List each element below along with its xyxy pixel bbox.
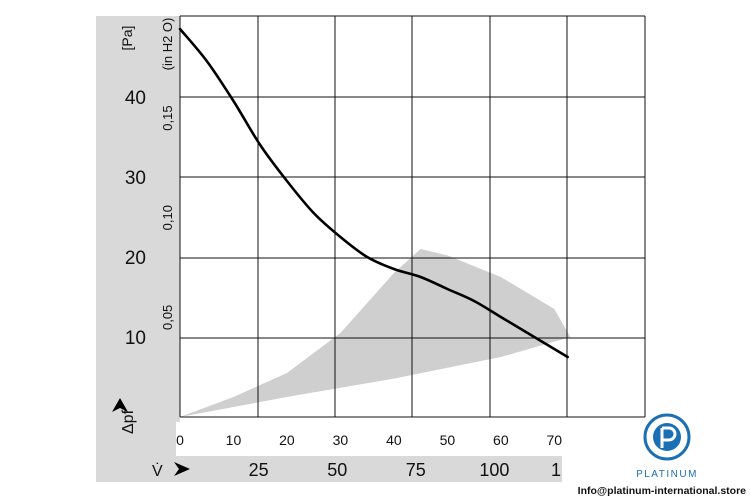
operating-range-region [180,249,571,417]
logo-text: PLATINUM [636,469,698,480]
inner-x-tick-label: 50 [440,432,456,448]
flow-arrow-icon [174,462,190,476]
left-axis-ticks: 10 20 30 40 [125,88,146,349]
platinum-logo [643,413,691,461]
outer-x-axis-ticks: 25 50 75 100 1 [249,460,561,480]
inner-x-tick-label: 70 [547,432,563,448]
left-tick-label: 10 [125,328,146,349]
left-tick-label: 40 [125,88,146,109]
pressure-arrow-icon [112,398,128,412]
left-axis-unit: [Pa] [119,26,135,51]
pressure-curve [178,27,569,359]
right-tick-label: 0,05 [160,305,175,330]
outer-x-tick-label: 75 [406,460,426,480]
outer-x-tick-label: 25 [249,460,269,480]
pressure-label: Δpf [120,409,137,434]
inner-x-axis-strip [176,422,562,456]
right-axis-ticks: 0,05 0,10 0,15 [160,105,175,330]
outer-x-tick-label: 1 [551,460,561,480]
contact-email: Info@platinum-international.store [578,485,746,497]
inner-x-tick-label: 20 [279,432,295,448]
left-tick-label: 20 [125,248,146,269]
flow-label: V̇ [152,462,163,480]
inner-x-tick-label: 30 [333,432,349,448]
inner-x-tick-label: 0 [176,432,184,448]
plot-area [178,15,646,418]
inner-x-tick-label: 40 [386,432,402,448]
inner-x-tick-label: 60 [493,432,509,448]
right-tick-label: 0,15 [160,105,175,130]
inner-x-tick-label: 10 [226,432,242,448]
right-tick-label: 0,10 [160,205,175,230]
left-axis-panel [96,16,180,422]
inner-x-axis-ticks: 0 10 20 30 40 50 60 70 [176,432,562,448]
outer-x-tick-label: 100 [479,460,509,480]
grid-lines [179,15,646,418]
right-axis-unit: (in H2 O) [160,18,175,71]
outer-x-tick-label: 50 [327,460,347,480]
left-tick-label: 30 [125,168,146,189]
